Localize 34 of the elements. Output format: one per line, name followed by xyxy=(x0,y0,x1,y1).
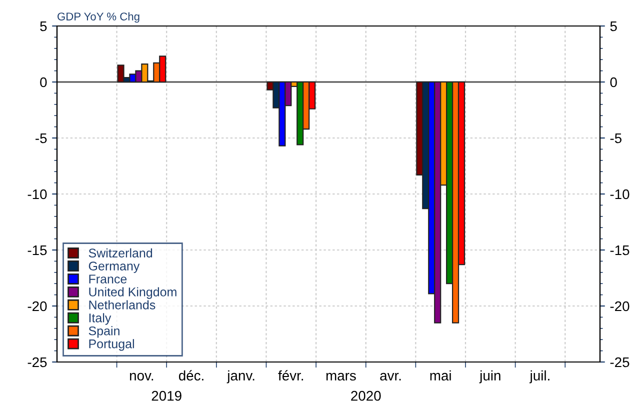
text: 2020 xyxy=(351,390,381,401)
y-tick-label: -15 xyxy=(28,245,47,256)
x-tick-label: juin xyxy=(479,370,500,384)
y-tick-label: -5 xyxy=(36,133,47,144)
x-tick-label: avr. xyxy=(380,372,401,381)
y-tick-label: -10 xyxy=(28,189,47,200)
y2-tick-label: -15 xyxy=(610,245,630,256)
y-tick-label: 0 xyxy=(40,77,47,88)
y2-tick-label: 5 xyxy=(610,21,617,32)
text: 2019 xyxy=(152,390,182,401)
x-tick-label: févr. xyxy=(278,370,303,381)
y-tick-label: -25 xyxy=(28,357,47,368)
y-tick-label: 5 xyxy=(40,21,47,32)
chart-title: GDP YoY % Chg xyxy=(58,12,140,23)
x-tick-label: janv. xyxy=(226,370,254,384)
x-tick-label: mai xyxy=(430,370,451,381)
x-tick-label: nov. xyxy=(130,372,154,381)
y-tick-label: -20 xyxy=(28,301,47,312)
legend-label: Germany xyxy=(88,262,140,273)
y2-tick-label: -20 xyxy=(610,301,630,312)
legend-label: Italy xyxy=(89,313,112,325)
y2-tick-label: -10 xyxy=(610,189,630,200)
y2-tick-label: -25 xyxy=(610,357,630,368)
legend-label: Portugal xyxy=(89,339,134,351)
legend-label: Switzerland xyxy=(88,248,152,258)
legend-label: Netherlands xyxy=(89,300,156,310)
x-tick-label: juil. xyxy=(529,370,550,384)
legend-label: United Kingdom xyxy=(89,287,176,299)
legend-label: France xyxy=(89,274,127,284)
legend-label: Spain xyxy=(88,326,120,338)
y2-tick-label: 0 xyxy=(610,77,617,88)
x-tick-label: mars xyxy=(326,372,356,381)
y2-tick-label: -5 xyxy=(610,133,622,144)
x-tick-label: déc. xyxy=(178,370,204,381)
